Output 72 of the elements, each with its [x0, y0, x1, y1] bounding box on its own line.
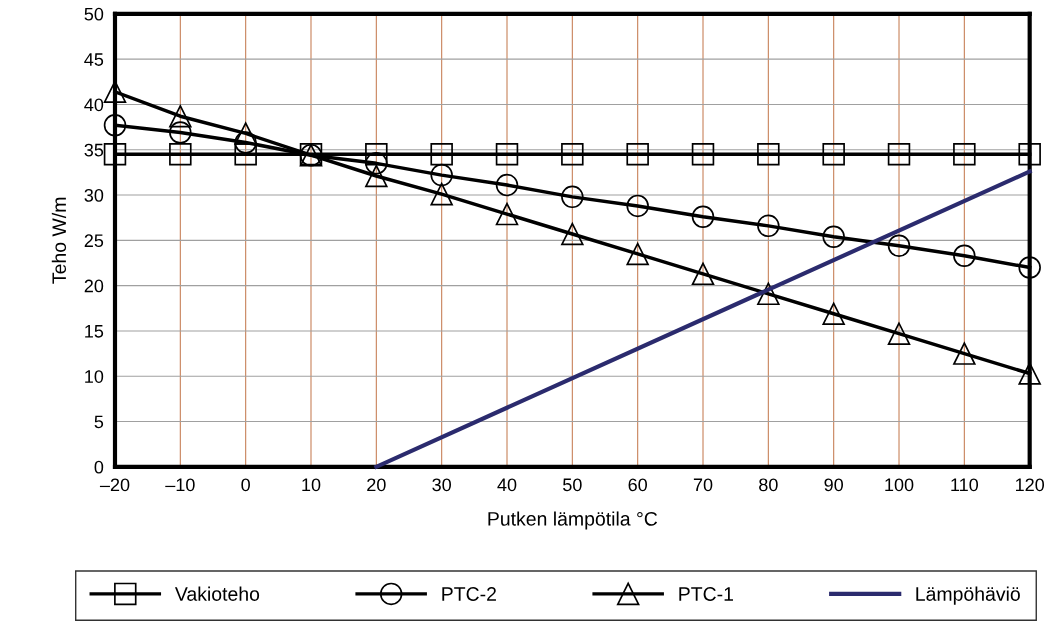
y-tick-label: 25 [84, 234, 104, 248]
y-tick-label: 5 [94, 415, 104, 429]
y-tick-label: 20 [84, 279, 104, 293]
legend-label: PTC-2 [442, 587, 496, 601]
point [561, 222, 584, 246]
point [365, 152, 388, 175]
legend-label: PTC-1 [679, 587, 733, 601]
point [626, 242, 649, 266]
legend-label: Lämpöhäviö [916, 586, 1020, 605]
x-tick-label: 70 [693, 478, 713, 492]
point [626, 194, 649, 218]
x-tick-label: 110 [951, 478, 979, 492]
point [757, 143, 780, 166]
point [757, 282, 780, 306]
point [365, 143, 388, 166]
point [365, 164, 388, 188]
point [887, 234, 911, 258]
point [626, 143, 649, 166]
y-tick-label: 10 [85, 370, 104, 383]
point [169, 143, 192, 166]
point [953, 342, 976, 365]
x-tick-label: 90 [824, 478, 844, 492]
x-tick-label: 120 [1016, 478, 1045, 492]
y-axis-title: Teho W/m [51, 197, 67, 284]
x-tick-label: 0 [241, 478, 250, 492]
x-tick-label: 30 [432, 478, 451, 492]
y-tick-label: 30 [84, 188, 104, 202]
point [495, 202, 519, 226]
point [1018, 362, 1041, 385]
point [430, 163, 453, 187]
y-tick-label: 45 [84, 53, 104, 66]
point [887, 143, 911, 166]
x-tick-label: 20 [367, 478, 386, 492]
x-tick-label: 40 [497, 478, 517, 492]
point [1018, 256, 1041, 279]
point [691, 262, 715, 286]
point [822, 225, 845, 248]
point [169, 121, 192, 144]
x-tick-label: 80 [759, 478, 778, 492]
point [822, 302, 845, 325]
point [495, 143, 519, 166]
point [103, 143, 127, 166]
point [234, 143, 257, 166]
x-tick-label: 10 [302, 478, 321, 492]
x-tick-label: –10 [165, 478, 195, 492]
point [561, 185, 584, 209]
point [561, 143, 584, 166]
point [953, 244, 976, 267]
point [822, 143, 845, 166]
point [430, 143, 453, 166]
y-tick-label: 0 [94, 460, 104, 474]
point [103, 80, 127, 104]
point [691, 143, 715, 166]
y-tick-label: 15 [85, 325, 104, 338]
x-tick-label: 50 [563, 478, 582, 492]
x-axis-title: Putken lämpötila °C [488, 511, 658, 530]
legend-label: Vakioteho [174, 586, 260, 601]
x-tick-label: 100 [885, 478, 914, 492]
x-tick-label: 60 [628, 478, 648, 492]
point [1018, 143, 1041, 166]
point [495, 173, 519, 197]
point [953, 143, 976, 166]
y-tick-label: 40 [84, 98, 104, 112]
x-tick-label: –20 [99, 478, 130, 492]
y-tick-label: 35 [84, 143, 104, 157]
point [103, 114, 127, 137]
point [887, 322, 911, 345]
point [757, 214, 780, 238]
point [691, 205, 715, 229]
point [430, 182, 453, 206]
y-tick-label: 50 [84, 7, 104, 21]
point [169, 104, 192, 128]
